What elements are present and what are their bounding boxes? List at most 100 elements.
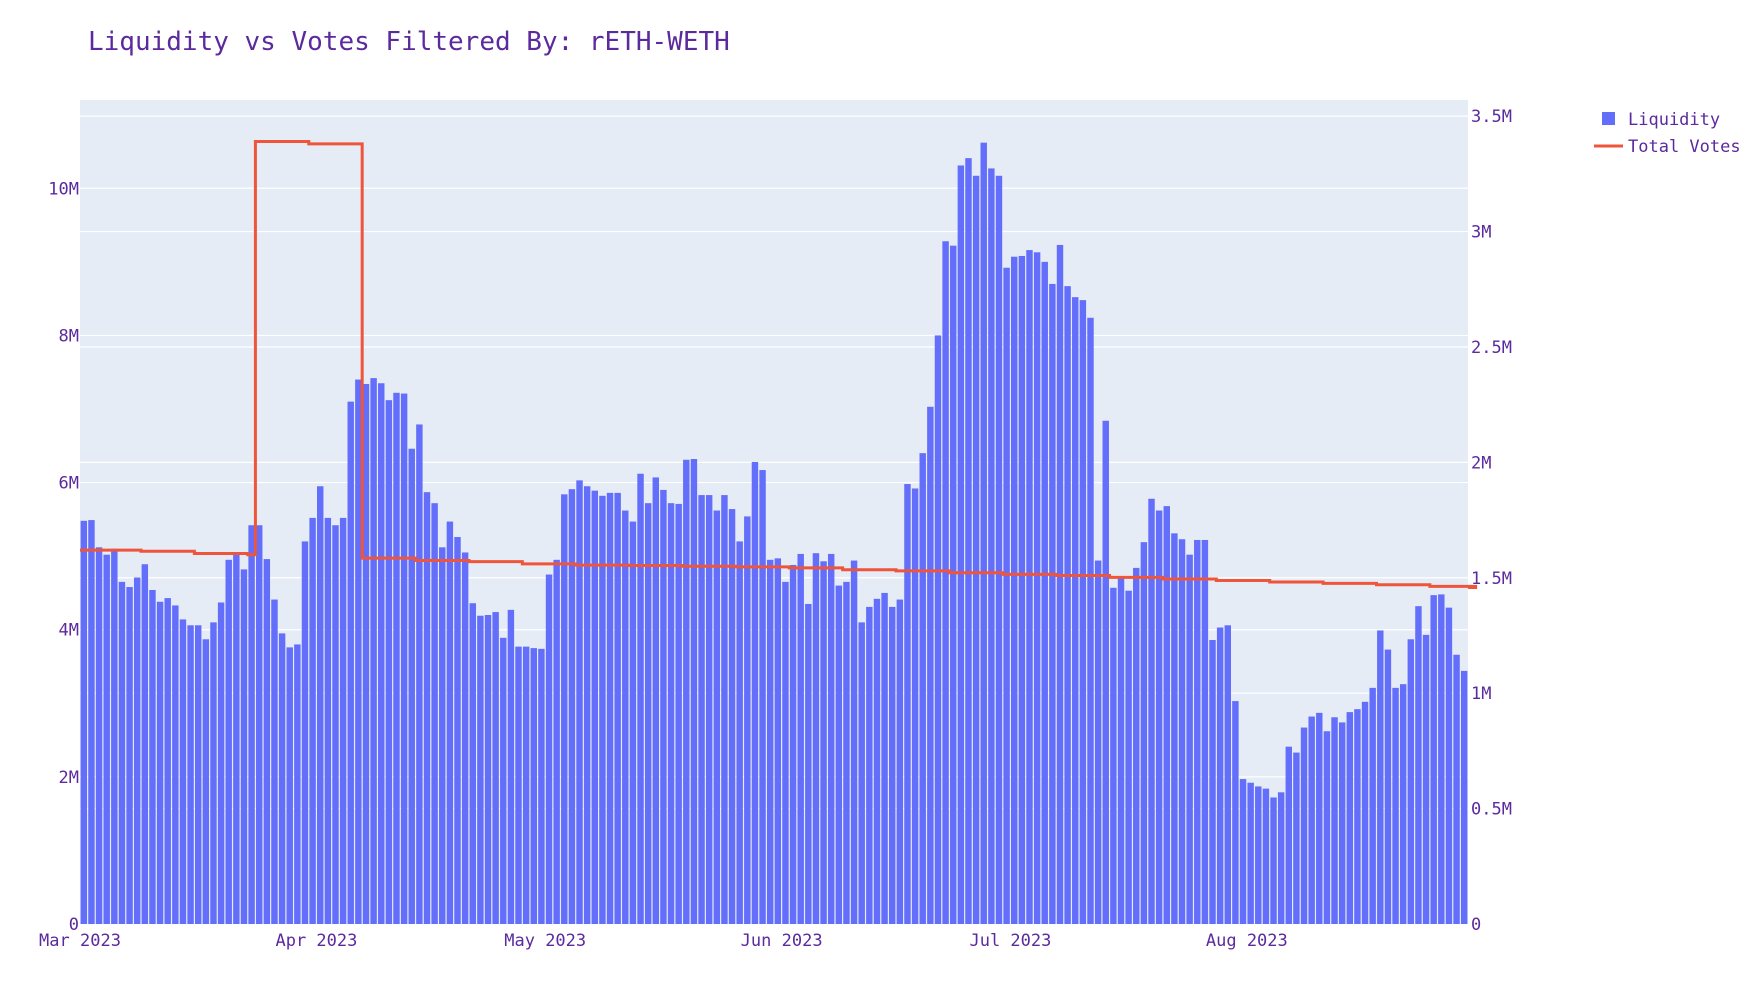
votes-line-layer bbox=[80, 140, 1478, 589]
bar-liquidity bbox=[950, 245, 957, 925]
bar-liquidity bbox=[827, 553, 835, 924]
right-tick-label: 0 bbox=[1471, 915, 1481, 935]
bar-liquidity bbox=[156, 601, 164, 924]
bar-liquidity bbox=[980, 142, 987, 925]
bar-liquidity bbox=[1102, 420, 1109, 924]
bar-liquidity bbox=[1445, 607, 1453, 924]
x-tick-label: Mar 2023 bbox=[39, 931, 121, 951]
bar-liquidity bbox=[416, 424, 423, 924]
left-tick-label: 2M bbox=[59, 768, 79, 788]
bar-liquidity bbox=[1285, 746, 1292, 924]
bar-liquidity bbox=[866, 606, 873, 924]
bar-liquidity bbox=[301, 541, 309, 924]
bar-liquidity bbox=[599, 495, 606, 924]
bar-liquidity bbox=[744, 516, 751, 924]
bar-liquidity bbox=[248, 525, 255, 924]
bar-liquidity bbox=[1194, 539, 1201, 924]
right-axis-ticks: 0 0.5M 1M 1.5M 2M 2.5M 3M 3.5M bbox=[1471, 107, 1512, 935]
bar-liquidity bbox=[217, 602, 225, 924]
right-tick-label: 3.5M bbox=[1471, 107, 1512, 127]
bar-liquidity bbox=[545, 574, 553, 924]
bar-liquidity bbox=[606, 492, 614, 924]
bar-liquidity bbox=[1293, 752, 1300, 924]
bar-liquidity bbox=[538, 648, 545, 924]
legend-item-total-votes[interactable]: Total Votes bbox=[1594, 137, 1741, 157]
bar-liquidity bbox=[736, 541, 743, 924]
bar-liquidity bbox=[195, 625, 202, 924]
bar-liquidity bbox=[1041, 261, 1048, 924]
bar-liquidity bbox=[1323, 731, 1331, 924]
bar-liquidity bbox=[690, 459, 698, 924]
bar-liquidity bbox=[1255, 786, 1262, 924]
bar-liquidity bbox=[850, 560, 858, 924]
left-axis-ticks: 0 2M 4M 6M 8M 10M bbox=[48, 179, 79, 935]
bar-liquidity bbox=[492, 612, 499, 924]
bar-liquidity bbox=[789, 564, 797, 924]
bar-liquidity bbox=[339, 517, 347, 924]
bar-liquidity bbox=[1415, 606, 1422, 924]
bar-liquidity bbox=[1117, 576, 1125, 924]
bar-liquidity bbox=[1346, 712, 1354, 924]
bar-liquidity bbox=[1216, 627, 1224, 924]
bar-liquidity bbox=[583, 486, 591, 924]
bar-liquidity bbox=[1148, 498, 1155, 924]
bar-liquidity bbox=[988, 168, 995, 925]
bar-liquidity bbox=[1239, 779, 1247, 924]
bar-liquidity bbox=[561, 494, 568, 924]
bar-liquidity bbox=[698, 495, 705, 924]
bar-liquidity bbox=[721, 495, 728, 924]
bar-liquidity bbox=[1384, 649, 1392, 924]
bar-liquidity bbox=[576, 480, 583, 924]
bar-liquidity bbox=[1178, 539, 1186, 924]
legend-label-total-votes: Total Votes bbox=[1628, 137, 1741, 157]
legend-swatch-liquidity bbox=[1602, 112, 1615, 125]
x-tick-label: Jun 2023 bbox=[741, 931, 823, 951]
bar-liquidity bbox=[1064, 286, 1071, 924]
left-tick-label: 0 bbox=[69, 915, 79, 935]
bar-liquidity bbox=[1163, 506, 1170, 924]
bar-liquidity bbox=[1171, 533, 1178, 924]
bar-liquidity bbox=[820, 561, 827, 924]
bar-liquidity bbox=[263, 559, 271, 924]
bar-liquidity bbox=[1232, 701, 1239, 924]
bar-liquidity bbox=[835, 585, 843, 924]
bar-liquidity bbox=[622, 510, 629, 924]
bar-liquidity bbox=[957, 165, 965, 925]
bar-liquidity bbox=[126, 587, 133, 924]
bar-liquidity bbox=[149, 589, 156, 924]
bar-liquidity bbox=[774, 558, 782, 924]
legend[interactable]: Liquidity Total Votes bbox=[1594, 110, 1741, 157]
bar-liquidity bbox=[1262, 788, 1270, 924]
bar-liquidity bbox=[1438, 594, 1445, 924]
legend-label-liquidity: Liquidity bbox=[1628, 110, 1720, 130]
bar-liquidity bbox=[812, 553, 820, 924]
bar-liquidity bbox=[1338, 722, 1346, 924]
bar-liquidity bbox=[271, 599, 278, 924]
bar-liquidity bbox=[1033, 252, 1041, 925]
legend-item-liquidity[interactable]: Liquidity bbox=[1602, 110, 1720, 130]
bar-liquidity bbox=[1018, 255, 1026, 925]
bar-liquidity bbox=[1460, 670, 1468, 924]
bar-liquidity bbox=[256, 525, 263, 924]
x-axis-ticks: Mar 2023 Apr 2023 May 2023 Jun 2023 Jul 2023… bbox=[39, 931, 1288, 951]
bar-liquidity bbox=[278, 633, 286, 924]
bar-liquidity bbox=[1399, 684, 1407, 924]
bar-liquidity bbox=[881, 592, 888, 924]
left-tick-label: 6M bbox=[59, 474, 79, 494]
bar-liquidity bbox=[385, 400, 393, 924]
bar-liquidity bbox=[1049, 283, 1056, 924]
bar-liquidity bbox=[1331, 717, 1338, 924]
bar-liquidity bbox=[1133, 567, 1140, 924]
x-tick-label: Apr 2023 bbox=[275, 931, 357, 951]
bar-liquidity bbox=[439, 547, 446, 924]
bar-liquidity bbox=[644, 503, 652, 924]
bar-liquidity bbox=[805, 603, 812, 924]
bar-liquidity bbox=[362, 383, 370, 924]
bar-liquidity bbox=[995, 175, 1003, 924]
bar-liquidity bbox=[187, 625, 194, 924]
bar-liquidity bbox=[591, 490, 598, 924]
series-line-total-votes bbox=[80, 140, 1478, 589]
bar-liquidity bbox=[705, 495, 713, 924]
bar-liquidity bbox=[759, 470, 766, 924]
bar-liquidity bbox=[751, 461, 759, 924]
